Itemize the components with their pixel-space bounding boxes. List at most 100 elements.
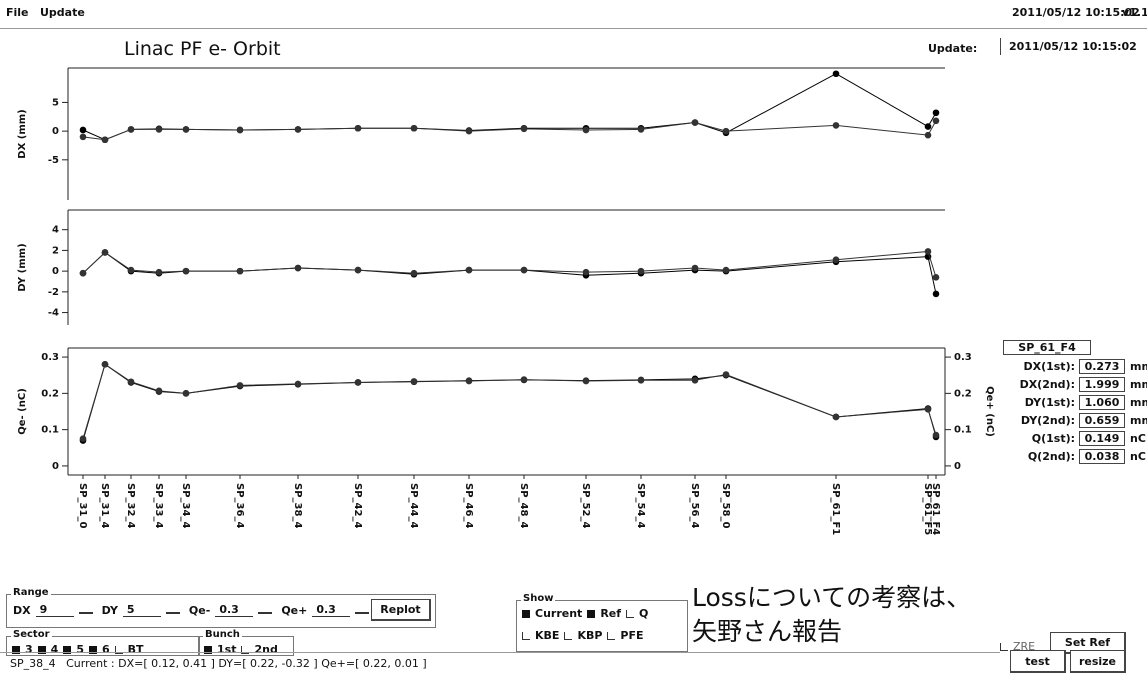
data-point (155, 387, 163, 395)
info-unit: mm (1130, 414, 1147, 427)
timestamp: 2011/05/12 10:15:02 (1012, 6, 1140, 19)
checkbox[interactable] (114, 645, 123, 654)
checkbox-label[interactable]: Q (639, 607, 649, 620)
checkbox[interactable] (88, 645, 97, 654)
status-bar: SP_38_4 Current : DX=[ 0.12, 0.41 ] DY=[… (0, 652, 1000, 673)
data-point (832, 122, 840, 129)
checkbox[interactable] (1000, 642, 1008, 651)
info-label: Q(1st): (1031, 432, 1075, 445)
annotation: Lossについての考察は、 (692, 583, 972, 612)
data-point (410, 124, 418, 132)
checkbox[interactable] (241, 645, 250, 654)
field-label: DX (13, 603, 31, 617)
checkbox-label[interactable]: KBP (577, 629, 603, 642)
replot-button[interactable]: Replot (371, 599, 431, 621)
data-point (127, 126, 135, 133)
test-button[interactable]: test (1010, 650, 1066, 673)
checkbox-label[interactable]: 5 (76, 643, 84, 656)
checkbox-label[interactable]: 4 (50, 643, 59, 656)
data-point (294, 264, 302, 272)
y-tick-label: -2 (48, 287, 59, 298)
field-value[interactable]: 5 (122, 603, 161, 617)
data-point (582, 268, 590, 276)
checkbox[interactable] (587, 609, 596, 618)
dropdown[interactable] (258, 606, 273, 614)
x-tick-label: SP_44_4 (408, 483, 419, 528)
data-point (520, 125, 528, 133)
checkbox-label[interactable]: 3 (25, 643, 33, 656)
info-value: 0.149 (1079, 431, 1125, 446)
checkbox-label[interactable]: Current (535, 607, 583, 620)
field-value[interactable]: 9 (35, 603, 74, 617)
series-line (82, 251, 937, 295)
data-point (236, 267, 244, 275)
x-tick-label: SP_36_4 (234, 483, 245, 528)
data-point (294, 126, 302, 133)
data-point (932, 109, 940, 117)
data-point (722, 127, 730, 135)
dropdown[interactable] (355, 606, 370, 614)
data-point (79, 269, 87, 277)
x-tick-label: SP_33_4 (153, 483, 164, 528)
checkbox[interactable] (204, 645, 212, 654)
data-point (832, 256, 840, 264)
data-point (294, 380, 302, 388)
show-group: Show Current Ref Q KBE KBP PFE (516, 593, 688, 652)
menu-item[interactable]: Update (40, 6, 85, 19)
info-unit: nC (1130, 450, 1146, 463)
checkbox[interactable] (522, 609, 530, 618)
data-point (637, 126, 645, 133)
y-tick-label: 2 (52, 245, 59, 256)
checkbox-label[interactable]: ZRE (1013, 640, 1036, 653)
data-point (924, 406, 932, 413)
series-line (82, 250, 937, 278)
checkbox[interactable] (564, 631, 573, 640)
checkbox-label[interactable]: KBE (535, 629, 560, 642)
data-point (520, 266, 528, 274)
data-point (465, 127, 473, 135)
checkbox-label[interactable]: PFE (620, 629, 644, 642)
checkbox[interactable] (522, 631, 530, 640)
checkbox[interactable] (37, 645, 46, 654)
resize-button[interactable]: resize (1070, 650, 1126, 673)
info-value: 1.060 (1079, 395, 1125, 410)
data-point (691, 119, 699, 126)
checkbox[interactable] (12, 645, 20, 654)
field-value[interactable]: 0.3 (215, 603, 254, 617)
group-title: Bunch (203, 629, 242, 640)
info-unit: mm (1130, 360, 1147, 373)
dropdown[interactable] (165, 606, 180, 614)
data-point (354, 266, 362, 274)
data-point (924, 123, 932, 130)
data-point (410, 269, 418, 277)
data-point (236, 382, 244, 389)
checkbox-label[interactable]: Ref (600, 607, 622, 620)
y-tick-label: 4 (52, 225, 59, 236)
sector-group: Sector 3 4 5 6 BT (6, 629, 200, 656)
data-point (354, 379, 362, 386)
info-value: 0.038 (1079, 449, 1125, 464)
menu-item[interactable]: File (6, 6, 29, 19)
data-point (182, 267, 190, 275)
version: v1.1 (1122, 6, 1147, 19)
field-label: Qe- (188, 603, 211, 617)
checkbox-label[interactable]: 6 (101, 643, 110, 656)
data-point (637, 376, 645, 384)
info-label: Q(2nd): (1027, 450, 1075, 463)
y-tick-label: 5 (52, 97, 59, 108)
checkbox[interactable] (626, 609, 635, 618)
x-tick-label: SP_61_F4 (930, 483, 941, 535)
dropdown[interactable] (78, 606, 93, 614)
y-tick-label: -4 (48, 308, 59, 319)
y-tick-label: 0.2 (41, 388, 59, 399)
data-point (354, 124, 362, 132)
field-value[interactable]: 0.3 (312, 603, 351, 617)
data-point (79, 435, 87, 443)
info-value: 0.273 (1079, 359, 1125, 374)
y2-tick-label: 0.2 (954, 388, 972, 399)
checkbox[interactable] (63, 645, 72, 654)
set-ref-button[interactable]: Set Ref (1050, 632, 1126, 654)
data-point (182, 126, 190, 133)
checkbox[interactable] (607, 631, 616, 640)
update-value: 2011/05/12 10:15:02 (1000, 38, 1145, 55)
